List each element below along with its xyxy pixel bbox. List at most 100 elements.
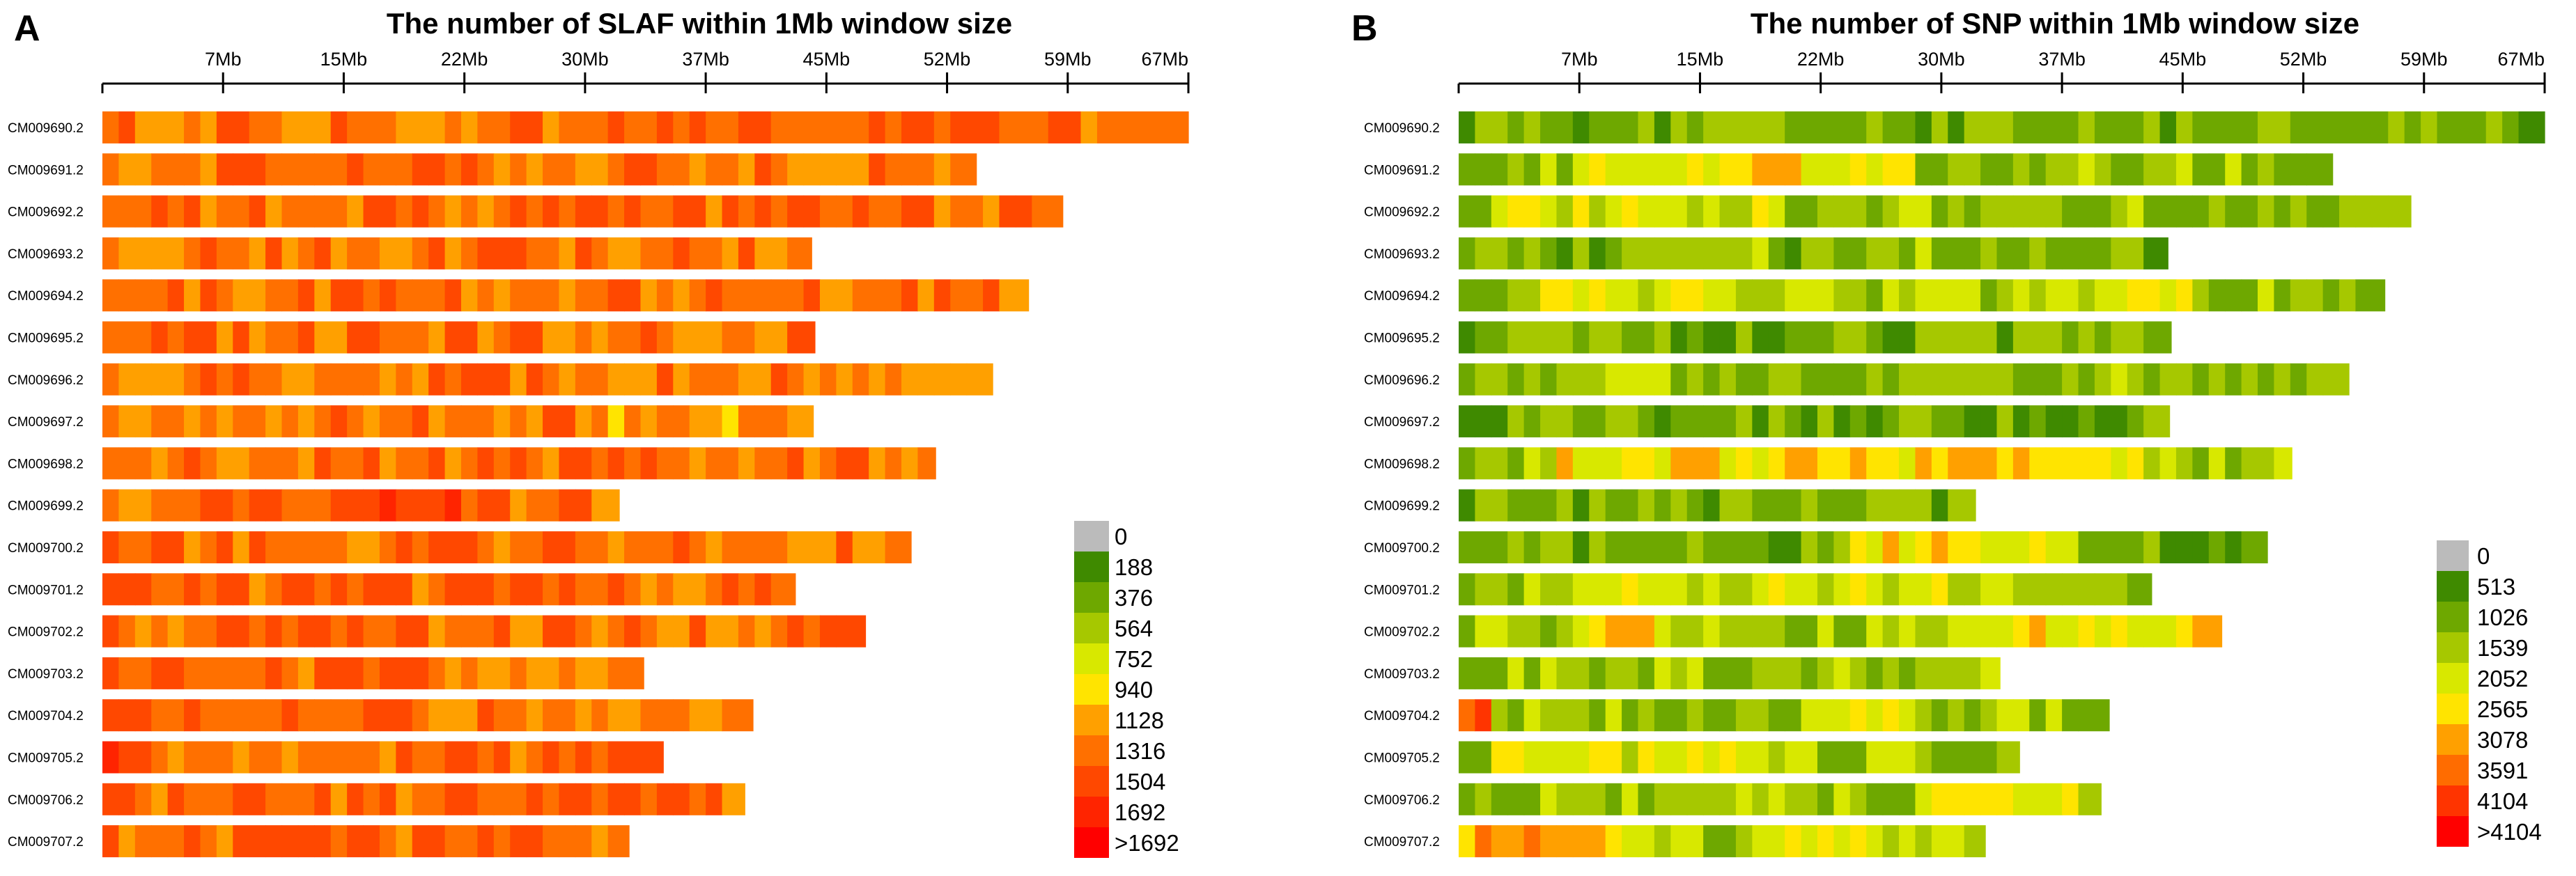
bin-cell	[754, 111, 772, 143]
bin-cell	[1605, 237, 1622, 269]
bin-cell	[396, 489, 413, 522]
bin-cell	[151, 657, 169, 689]
bin-cell	[1882, 363, 1900, 396]
bin-cell	[1817, 321, 1834, 354]
panel-b: The number of SNP within 1Mb window size…	[1364, 7, 2546, 858]
bin-cell	[754, 531, 772, 563]
bin-cell	[1899, 573, 1916, 606]
bin-cell	[2208, 153, 2226, 186]
bin-cell	[281, 153, 299, 186]
bin-cell	[624, 447, 642, 480]
bin-cell	[1540, 699, 1558, 732]
bin-cell	[1866, 741, 1884, 774]
bin-cell	[933, 363, 951, 396]
bin-cell	[2192, 195, 2210, 228]
bin-cell	[2062, 237, 2079, 269]
bin-cell	[1801, 489, 1818, 522]
chromosome-label: CM009692.2	[1364, 205, 1440, 220]
bin-cell	[1719, 111, 1737, 143]
bin-cell	[102, 321, 120, 354]
bin-cell	[200, 195, 217, 228]
chromosome-label: CM009699.2	[1364, 499, 1440, 514]
bin-cell	[330, 237, 348, 269]
bin-cell	[102, 195, 120, 228]
chromosome-label: CM009700.2	[1364, 541, 1440, 556]
bin-cell	[330, 489, 348, 522]
bin-cell	[1752, 615, 1769, 648]
bin-cell	[1817, 153, 1834, 186]
bin-cell	[428, 363, 446, 396]
bin-cell	[1622, 489, 1639, 522]
bin-cell	[689, 699, 706, 732]
bin-cell	[297, 279, 315, 312]
bin-cell	[624, 699, 642, 732]
bin-cell	[607, 573, 625, 606]
bin-cell	[379, 279, 396, 312]
bin-cell	[1849, 783, 1867, 815]
bin-cell	[1670, 825, 1688, 858]
bin-cell	[396, 573, 413, 606]
bin-cell	[770, 111, 788, 143]
bin-cell	[1491, 447, 1508, 480]
bin-cell	[1654, 237, 1671, 269]
bin-cell	[330, 111, 348, 143]
bin-cell	[2143, 321, 2172, 354]
bin-cell	[200, 363, 217, 396]
bin-cell	[2143, 405, 2171, 438]
bin-cell	[200, 321, 217, 354]
bin-cell	[1605, 153, 1622, 186]
bin-cell	[1866, 489, 1884, 522]
bin-cell	[1768, 825, 1785, 858]
bin-cell	[1703, 279, 1721, 312]
bin-cell	[2094, 447, 2111, 480]
bin-cell	[396, 111, 413, 143]
bin-cell	[1817, 279, 1834, 312]
bin-cell	[1752, 531, 1769, 563]
bin-cell	[1752, 153, 1769, 186]
bin-cell	[673, 363, 690, 396]
bin-cell	[787, 279, 805, 312]
bin-cell	[2045, 447, 2063, 480]
bin-cell	[706, 195, 723, 228]
bin-cell	[297, 699, 315, 732]
bin-cell	[1996, 615, 2014, 648]
bin-cell	[1605, 405, 1622, 438]
bin-cell	[233, 783, 250, 815]
bin-cell	[656, 573, 674, 606]
bin-cell	[1931, 321, 1948, 354]
bin-cell	[1507, 699, 1525, 732]
bin-cell	[1540, 279, 1558, 312]
bin-cell	[297, 825, 315, 858]
bin-cell	[2062, 783, 2079, 815]
legend-label: 0	[1115, 524, 1127, 549]
bin-cell	[1703, 237, 1721, 269]
bin-cell	[1589, 153, 1606, 186]
bin-cell	[2094, 363, 2111, 396]
bin-cell	[983, 111, 1000, 143]
bin-cell	[656, 363, 674, 396]
bin-cell	[1605, 699, 1622, 732]
bin-cell	[1507, 195, 1525, 228]
bin-cell	[314, 447, 332, 480]
bin-cell	[184, 699, 201, 732]
bin-cell	[787, 153, 805, 186]
bin-cell	[1996, 405, 2014, 438]
bin-cell	[1931, 405, 1948, 438]
bin-cell	[1915, 153, 1932, 186]
bin-cell	[510, 321, 527, 354]
bin-cell	[2078, 405, 2095, 438]
bin-cell	[983, 279, 1000, 312]
bin-cell	[722, 153, 739, 186]
bin-cell	[543, 111, 560, 143]
bin-cell	[510, 489, 527, 522]
bin-cell	[1556, 111, 1574, 143]
bin-cell	[281, 363, 299, 396]
bin-cell	[1785, 825, 1802, 858]
bin-cell	[607, 825, 630, 858]
bin-cell	[1129, 111, 1147, 143]
bin-cell	[134, 279, 152, 312]
legend-label: >4104	[2477, 819, 2542, 845]
bin-cell	[265, 237, 283, 269]
legend-swatch	[1074, 552, 1109, 582]
bin-cell	[1589, 447, 1606, 480]
